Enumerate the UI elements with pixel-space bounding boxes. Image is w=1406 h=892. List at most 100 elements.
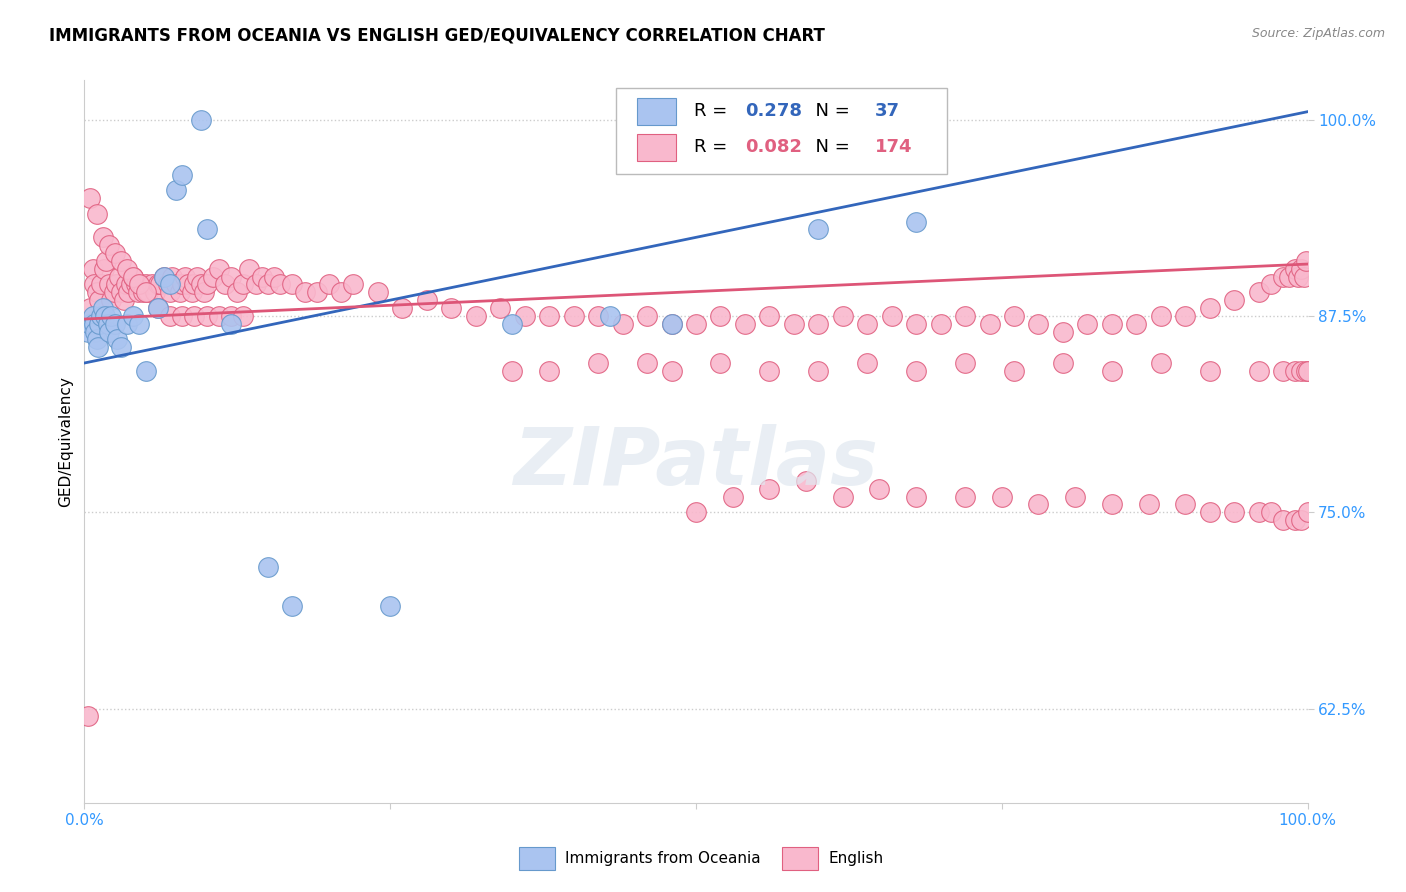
Point bbox=[263, 269, 285, 284]
Point bbox=[90, 277, 112, 292]
Point bbox=[1272, 269, 1295, 284]
Text: R =: R = bbox=[693, 103, 733, 120]
Text: Source: ZipAtlas.com: Source: ZipAtlas.com bbox=[1251, 27, 1385, 40]
Point bbox=[294, 285, 316, 300]
Point bbox=[129, 277, 152, 292]
Point bbox=[97, 277, 120, 292]
Point bbox=[79, 191, 101, 205]
Point bbox=[685, 505, 707, 519]
Point bbox=[96, 253, 118, 268]
Point bbox=[685, 317, 707, 331]
Bar bbox=[637, 134, 676, 161]
Point bbox=[661, 364, 683, 378]
Point bbox=[128, 277, 150, 292]
Point bbox=[143, 285, 166, 300]
Point bbox=[100, 309, 122, 323]
Point bbox=[1295, 253, 1317, 268]
Point bbox=[758, 364, 780, 378]
Point bbox=[464, 309, 486, 323]
Point bbox=[141, 277, 163, 292]
Point bbox=[1296, 505, 1319, 519]
Point bbox=[831, 490, 853, 504]
Point bbox=[991, 490, 1014, 504]
Point bbox=[195, 222, 218, 236]
Point bbox=[1028, 497, 1050, 511]
Point bbox=[709, 309, 731, 323]
Point bbox=[953, 309, 976, 323]
Point bbox=[538, 364, 561, 378]
Point bbox=[117, 285, 139, 300]
Point bbox=[232, 277, 254, 292]
Point bbox=[586, 356, 609, 370]
Point bbox=[110, 285, 132, 300]
Point bbox=[146, 277, 169, 292]
Point bbox=[538, 309, 561, 323]
Point bbox=[905, 214, 928, 228]
Point bbox=[661, 317, 683, 331]
Point bbox=[156, 277, 179, 292]
Point bbox=[100, 293, 122, 308]
Point bbox=[107, 269, 129, 284]
Point bbox=[1286, 269, 1309, 284]
Point bbox=[794, 474, 817, 488]
Point bbox=[86, 285, 108, 300]
Text: ZIPatlas: ZIPatlas bbox=[513, 425, 879, 502]
Point bbox=[281, 277, 304, 292]
Point bbox=[97, 325, 120, 339]
Point bbox=[380, 599, 402, 614]
Point bbox=[120, 277, 142, 292]
Text: IMMIGRANTS FROM OCEANIA VS ENGLISH GED/EQUIVALENCY CORRELATION CHART: IMMIGRANTS FROM OCEANIA VS ENGLISH GED/E… bbox=[49, 27, 825, 45]
Point bbox=[391, 301, 413, 315]
Point bbox=[342, 277, 364, 292]
Point bbox=[1174, 309, 1197, 323]
Point bbox=[905, 317, 928, 331]
Point bbox=[1296, 364, 1319, 378]
Point bbox=[807, 222, 830, 236]
Bar bbox=[519, 847, 555, 870]
Point bbox=[257, 560, 280, 574]
Point bbox=[880, 309, 903, 323]
Point bbox=[979, 317, 1001, 331]
Text: 0.278: 0.278 bbox=[745, 103, 801, 120]
Point bbox=[367, 285, 389, 300]
Point bbox=[135, 277, 157, 292]
Point bbox=[110, 340, 132, 354]
Point bbox=[132, 285, 155, 300]
Point bbox=[149, 277, 172, 292]
Point bbox=[115, 277, 138, 292]
Point bbox=[115, 317, 138, 331]
Point bbox=[856, 356, 879, 370]
Point bbox=[172, 277, 194, 292]
Bar bbox=[637, 97, 676, 125]
Point bbox=[636, 309, 658, 323]
Text: English: English bbox=[828, 851, 883, 866]
Point bbox=[869, 482, 891, 496]
Point bbox=[79, 317, 101, 331]
Y-axis label: GED/Equivalency: GED/Equivalency bbox=[58, 376, 73, 507]
Point bbox=[257, 277, 280, 292]
Point bbox=[94, 309, 117, 323]
Point bbox=[112, 293, 135, 308]
Point bbox=[159, 309, 181, 323]
Point bbox=[162, 269, 184, 284]
Point bbox=[165, 277, 187, 292]
Point bbox=[1125, 317, 1147, 331]
Point bbox=[734, 317, 756, 331]
Point bbox=[1002, 364, 1025, 378]
Text: 0.082: 0.082 bbox=[745, 138, 801, 156]
Point bbox=[219, 309, 242, 323]
Point bbox=[105, 277, 128, 292]
Point bbox=[135, 364, 157, 378]
Point bbox=[953, 490, 976, 504]
Point bbox=[1076, 317, 1098, 331]
Point bbox=[1247, 505, 1270, 519]
Point bbox=[77, 325, 100, 339]
Point bbox=[91, 301, 114, 315]
Point bbox=[1260, 505, 1282, 519]
Point bbox=[146, 301, 169, 315]
Point bbox=[238, 261, 260, 276]
Point bbox=[1101, 497, 1123, 511]
Point bbox=[90, 309, 112, 323]
Point bbox=[83, 317, 105, 331]
Text: 37: 37 bbox=[875, 103, 900, 120]
